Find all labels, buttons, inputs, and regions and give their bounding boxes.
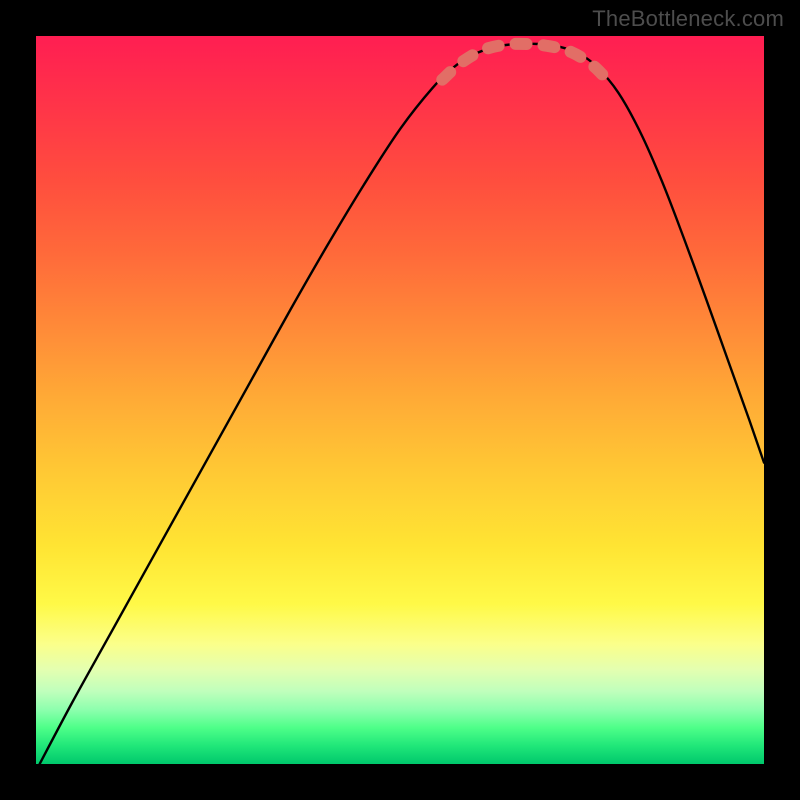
chart-svg [0, 0, 800, 800]
attribution-text: TheBottleneck.com [592, 6, 784, 32]
bottleneck-chart [0, 0, 800, 800]
plot-background [36, 36, 764, 764]
